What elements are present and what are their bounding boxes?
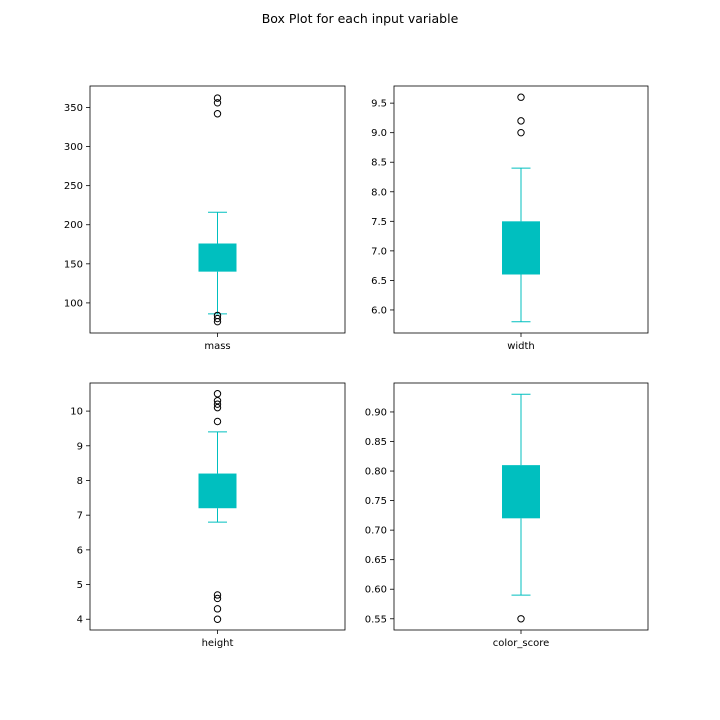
outlier-point bbox=[517, 117, 525, 125]
outlier-point bbox=[213, 94, 222, 102]
panel-width: 6.0 6.5 7.0 7.5 8.0 8.5 9.0 9.5 width bbox=[371, 85, 649, 352]
y-tick-label: 4 bbox=[77, 615, 83, 626]
outlier-point bbox=[213, 110, 222, 118]
y-tick-label: 5 bbox=[77, 580, 83, 591]
y-tick-label: 0.65 bbox=[365, 555, 387, 566]
y-tick-label: 8.0 bbox=[371, 187, 387, 198]
y-tick-label: 6.5 bbox=[371, 276, 387, 287]
y-tick-label: 8 bbox=[77, 476, 83, 487]
panel-mass: 100 150 200 250 300 350 mass bbox=[64, 85, 346, 352]
y-tick-label: 300 bbox=[64, 142, 83, 153]
y-tick-label: 350 bbox=[64, 103, 83, 114]
iqr-box bbox=[198, 243, 237, 272]
y-tick-label: 150 bbox=[64, 259, 83, 270]
y-tick-label: 0.85 bbox=[365, 437, 387, 448]
outlier-point bbox=[213, 314, 222, 323]
outlier-point bbox=[213, 396, 222, 405]
outlier-point bbox=[213, 605, 222, 613]
y-tick-label: 100 bbox=[64, 298, 83, 309]
iqr-box bbox=[502, 221, 540, 275]
outlier-point bbox=[213, 403, 222, 412]
x-tick-label: width bbox=[507, 341, 535, 352]
outlier-point bbox=[213, 594, 222, 603]
outlier-point bbox=[213, 390, 222, 398]
y-tick-label: 9 bbox=[77, 441, 83, 452]
iqr-box bbox=[502, 465, 540, 519]
x-tick-label: color_score bbox=[493, 638, 550, 649]
outlier-point bbox=[213, 311, 222, 320]
y-tick-label: 7.5 bbox=[371, 217, 387, 228]
y-tick-label: 0.70 bbox=[365, 526, 387, 537]
panel-color-score: 0.55 0.60 0.65 0.70 0.75 0.80 0.85 0.90 color_sc… bbox=[365, 382, 649, 649]
y-tick-label: 10 bbox=[70, 407, 83, 418]
x-tick-label: height bbox=[202, 638, 234, 649]
outlier-point bbox=[213, 591, 222, 599]
iqr-box bbox=[198, 473, 237, 509]
panel-height: 4 5 6 7 8 9 10 height bbox=[70, 382, 346, 649]
x-tick-label: mass bbox=[204, 341, 230, 352]
y-tick-label: 8.5 bbox=[371, 158, 387, 169]
y-tick-label: 250 bbox=[64, 181, 83, 192]
y-tick-label: 0.90 bbox=[365, 407, 387, 418]
y-tick-label: 0.80 bbox=[365, 467, 387, 478]
outlier-point bbox=[517, 93, 525, 101]
y-tick-label: 0.75 bbox=[365, 496, 387, 507]
y-tick-label: 200 bbox=[64, 220, 83, 231]
y-tick-label: 9.5 bbox=[371, 99, 387, 110]
y-tick-label: 0.60 bbox=[365, 585, 387, 596]
y-tick-label: 6.0 bbox=[371, 305, 387, 316]
y-tick-label: 0.55 bbox=[365, 614, 387, 625]
outlier-point bbox=[517, 128, 525, 137]
y-tick-label: 7.0 bbox=[371, 246, 387, 257]
outlier-point bbox=[213, 417, 222, 426]
figure-title: Box Plot for each input variable bbox=[261, 11, 459, 26]
outlier-point bbox=[213, 99, 222, 107]
y-tick-label: 9.0 bbox=[371, 128, 387, 139]
y-tick-label: 6 bbox=[77, 545, 83, 556]
y-tick-label: 7 bbox=[77, 511, 83, 522]
outlier-point bbox=[213, 400, 222, 408]
outlier-point bbox=[517, 615, 525, 623]
outlier-point bbox=[213, 615, 222, 623]
